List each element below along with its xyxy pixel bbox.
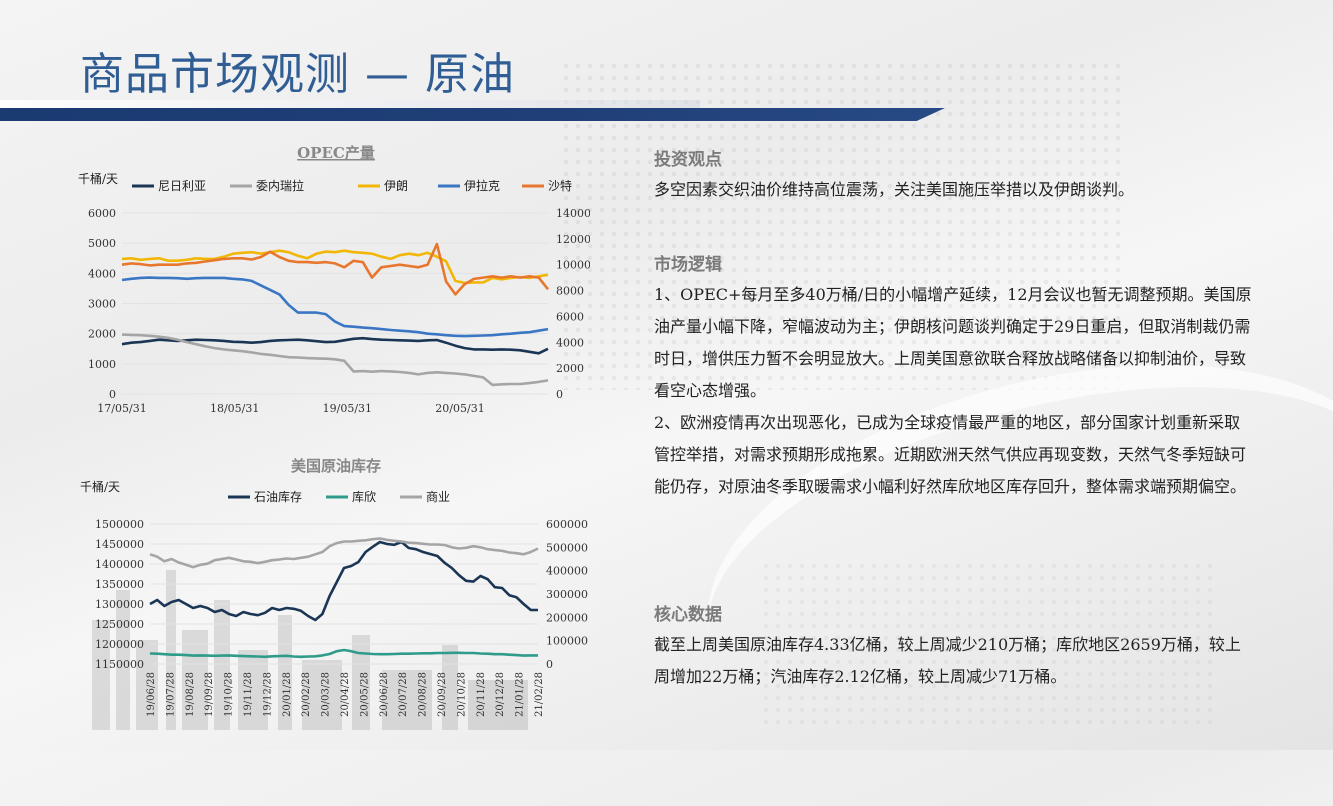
x-tick-label: 20/01/28 [282, 672, 293, 717]
page-title: 商品市场观测 — 原油 [80, 49, 515, 100]
chart-legend: 石油库存 库欣 商业 [228, 489, 450, 504]
x-tick-label: 20/05/31 [435, 402, 484, 415]
x-tick-label: 19/08/28 [185, 672, 196, 717]
x-tick-label: 19/05/31 [323, 402, 372, 415]
x-tick-label: 19/09/28 [204, 672, 215, 717]
x-tick-label: 17/05/31 [97, 402, 146, 415]
x-tick-label: 20/06/28 [379, 672, 390, 717]
x-tick-label: 20/09/28 [437, 672, 448, 717]
x-tick-label: 21/02/28 [534, 672, 545, 717]
chart-legend: 尼日利亚 委内瑞拉 伊朗 伊拉克 沙特 [132, 178, 572, 193]
x-tick-label: 20/03/28 [321, 672, 332, 717]
y-tick-label: 1300000 [95, 598, 144, 611]
series-line [121, 242, 550, 296]
legend-label: 尼日利亚 [158, 179, 206, 193]
y-tick-label: 1250000 [95, 618, 144, 631]
y2-tick-label: 0 [546, 658, 553, 671]
y2-tick-label: 2000 [556, 362, 584, 375]
section-paragraph: 多空因素交织油价维持高位震荡，关注美国施压举措以及伊朗谈判。 [654, 180, 1135, 199]
y-tick-label: 1450000 [95, 538, 144, 551]
x-tick-label: 21/01/28 [515, 672, 526, 717]
header-blue-bar [0, 108, 945, 121]
legend-label: 沙特 [548, 178, 572, 193]
y2-tick-label: 300000 [546, 588, 588, 601]
city-skyline-decoration [92, 560, 552, 730]
y2-tick-label: 14000 [556, 207, 590, 220]
y-tick-label: 1000 [88, 358, 116, 371]
y2-tick-label: 600000 [546, 518, 588, 531]
x-tick-label: 20/10/28 [456, 672, 467, 717]
y-tick-label: 1500000 [95, 518, 144, 531]
section-core-data: 核心数据 截至上周美国原油库存4.33亿桶，较上周减少210万桶；库欣地区265… [654, 600, 1254, 693]
y-tick-label: 1350000 [95, 578, 144, 591]
y2-tick-label: 10000 [556, 259, 590, 272]
y2-tick-label: 4000 [556, 336, 584, 349]
section-paragraph: 1、OPEC+每月至多40万桶/日的小幅增产延续，12月会议也暂无调整预期。美国… [654, 285, 1252, 400]
series-line [149, 537, 539, 569]
y-tick-label: 1400000 [95, 558, 144, 571]
y-tick-label: 5000 [88, 237, 116, 250]
section-market-logic: 市场逻辑 1、OPEC+每月至多40万桶/日的小幅增产延续，12月会议也暂无调整… [654, 250, 1254, 503]
series-line [121, 336, 549, 355]
legend-label: 委内瑞拉 [256, 178, 304, 193]
header-light-band [0, 100, 700, 108]
section-paragraph: 2、欧洲疫情再次出现恶化，已成为全球疫情最严重的地区，部分国家计划重新采取管控举… [654, 413, 1247, 496]
legend-label: 商业 [426, 489, 450, 504]
x-tick-label: 20/04/28 [340, 672, 351, 717]
y-tick-label: 2000 [88, 328, 116, 341]
section-heading: 市场逻辑 [654, 255, 722, 275]
series-line [121, 276, 549, 338]
y-tick-label: 1150000 [95, 658, 144, 671]
x-tick-label: 19/12/28 [262, 672, 273, 717]
y-axis-unit-label: 千桶/天 [78, 171, 118, 186]
y2-tick-label: 400000 [546, 565, 588, 578]
x-tick-label: 19/07/28 [165, 672, 176, 717]
y2-tick-label: 6000 [556, 310, 584, 323]
x-tick-label: 20/11/28 [476, 672, 487, 717]
series-line [121, 249, 549, 285]
legend-label: 伊朗 [384, 179, 408, 193]
section-paragraph: 截至上周美国原油库存4.33亿桶，较上周减少210万桶；库欣地区2659万桶，较… [654, 635, 1241, 686]
legend-label: 库欣 [352, 489, 376, 504]
y-tick-label: 0 [109, 388, 116, 401]
x-tick-label: 19/11/28 [243, 672, 254, 717]
section-investment-view: 投资观点 多空因素交织油价维持高位震荡，关注美国施压举措以及伊朗谈判。 [654, 145, 1254, 206]
section-heading: 投资观点 [654, 150, 722, 170]
y2-tick-label: 12000 [556, 233, 590, 246]
y-tick-label: 3000 [88, 298, 116, 311]
y-tick-label: 4000 [88, 267, 116, 280]
opec-production-chart: OPEC产量 千桶/天 尼日利亚 委内瑞拉 伊朗 伊拉克 沙特 6000 5000 4000… [78, 144, 590, 415]
x-tick-label: 20/08/28 [418, 672, 429, 717]
x-tick-label: 20/02/28 [301, 672, 312, 717]
section-heading: 核心数据 [654, 605, 722, 625]
x-tick-label: 20/05/28 [359, 672, 370, 717]
decorative-dots [760, 560, 1220, 730]
chart-title: OPEC产量 [297, 144, 375, 162]
series-line [149, 648, 538, 659]
y-axis-unit-label: 千桶/天 [80, 479, 120, 494]
chart-title: 美国原油库存 [291, 457, 381, 475]
y2-tick-label: 100000 [546, 635, 588, 648]
x-tick-label: 19/10/28 [224, 672, 235, 717]
x-tick-label: 19/06/28 [146, 672, 157, 717]
legend-label: 伊拉克 [464, 178, 500, 193]
x-tick-label: 18/05/31 [210, 402, 259, 415]
y2-tick-label: 500000 [546, 541, 588, 554]
y2-tick-label: 0 [556, 388, 563, 401]
legend-label: 石油库存 [254, 489, 302, 504]
y-tick-label: 6000 [88, 207, 116, 220]
series-line [149, 540, 538, 622]
x-tick-label: 20/07/28 [398, 672, 409, 717]
x-tick-label: 20/12/28 [495, 672, 506, 717]
y-tick-label: 1200000 [95, 638, 144, 651]
y2-tick-label: 200000 [546, 611, 588, 624]
series-line [121, 333, 549, 387]
us-crude-inventory-chart: 美国原油库存 千桶/天 石油库存 库欣 商业 1500000 1450000 14000… [80, 457, 588, 717]
y2-tick-label: 8000 [556, 285, 584, 298]
